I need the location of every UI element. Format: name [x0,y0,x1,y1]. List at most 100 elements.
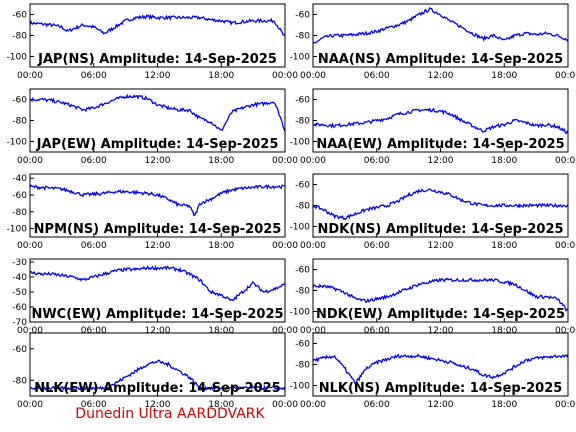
x-tick-label-3-3: 18:00 [491,156,517,166]
x-tick-label-6-0: 00:00 [17,326,43,336]
series-line-5 [313,188,568,221]
x-tick-label-5-4: 00:00 [555,241,576,251]
y-tick-label-5-2: -100 [290,223,311,233]
x-tick-label-2-2: 12:00 [145,156,171,166]
x-tick-label-6-1: 06:00 [81,326,107,336]
x-tick-label-7-2: 12:00 [428,326,454,336]
y-tick-label-5-0: -60 [295,181,310,191]
y-tick-label-3-0: -60 [295,96,310,106]
y-tick-label-8-0: -60 [12,345,27,355]
y-tick-label-6-2: -50 [12,288,27,298]
x-tick-label-1-0: 00:00 [300,71,326,81]
x-tick-label-1-3: 18:00 [491,71,517,81]
y-tick-label-7-1: -80 [295,287,310,297]
y-tick-label-3-2: -100 [290,138,311,148]
y-tick-label-5-1: -80 [295,202,310,212]
y-tick-label-0-0: -60 [12,11,27,21]
panel-title-2: JAP(EW) Amplitude: 14-Sep-2025 [36,137,279,152]
x-tick-label-3-4: 00:00 [555,156,576,166]
y-tick-label-1-0: -60 [295,11,310,21]
y-tick-label-2-1: -80 [12,117,27,127]
y-tick-label-2-0: -60 [12,96,27,106]
x-tick-label-0-3: 18:00 [208,71,234,81]
x-tick-label-0-2: 12:00 [145,71,171,81]
panel-title-8: NLK(EW) Amplitude: 14-Sep-2025 [34,381,281,396]
x-tick-label-3-2: 12:00 [428,156,454,166]
x-tick-label-4-3: 18:00 [208,241,234,251]
panel-title-1: NAA(NS) Amplitude: 14-Sep-2025 [318,52,563,67]
x-tick-label-7-1: 06:00 [364,326,390,336]
panel-title-7: NDK(EW) Amplitude: 14-Sep-2025 [316,307,565,322]
panel-title-9: NLK(NS) Amplitude: 14-Sep-2025 [319,381,563,396]
x-tick-label-9-4: 00:00 [555,400,576,410]
panel-title-6: NWC(EW) Amplitude: 14-Sep-2025 [31,307,283,322]
y-tick-label-4-3: -100 [7,225,28,235]
y-tick-label-7-2: -100 [290,308,311,318]
x-tick-label-3-1: 06:00 [364,156,390,166]
series-line-3 [313,107,568,135]
y-tick-label-3-1: -80 [295,117,310,127]
footer-label: Dunedin Ultra AARDDVARK [75,406,265,422]
x-tick-label-4-1: 06:00 [81,241,107,251]
x-tick-label-0-4: 00:00 [272,71,298,81]
x-tick-label-3-0: 00:00 [300,156,326,166]
x-tick-label-2-1: 06:00 [81,156,107,166]
series-line-0 [30,13,285,37]
x-tick-label-8-0: 00:00 [17,400,43,410]
x-tick-label-6-3: 18:00 [208,326,234,336]
series-line-2 [30,93,285,132]
x-tick-label-7-4: 00:00 [555,326,576,336]
y-tick-label-4-0: -40 [12,174,27,184]
y-tick-label-6-0: -30 [12,258,27,268]
x-tick-label-1-4: 00:00 [555,71,576,81]
y-tick-label-9-1: -80 [295,361,310,371]
x-tick-label-8-3: 18:00 [208,400,234,410]
x-tick-label-9-0: 00:00 [300,400,326,410]
x-tick-label-1-1: 06:00 [364,71,390,81]
x-tick-label-6-2: 12:00 [145,326,171,336]
y-tick-label-9-0: -60 [295,340,310,350]
x-tick-label-4-0: 00:00 [17,241,43,251]
x-tick-label-6-4: 00:00 [272,326,298,336]
x-tick-label-1-2: 12:00 [428,71,454,81]
x-tick-label-5-2: 12:00 [428,241,454,251]
x-tick-label-0-0: 00:00 [17,71,43,81]
y-tick-label-4-1: -60 [12,191,27,201]
x-tick-label-2-3: 18:00 [208,156,234,166]
y-tick-label-4-2: -80 [12,208,27,218]
x-tick-label-5-3: 18:00 [491,241,517,251]
series-line-4 [30,184,285,216]
x-tick-label-8-1: 06:00 [81,400,107,410]
x-tick-label-9-1: 06:00 [364,400,390,410]
x-tick-label-5-1: 06:00 [364,241,390,251]
series-line-7 [313,277,568,312]
x-tick-label-8-4: 00:00 [272,400,298,410]
y-tick-label-6-3: -60 [12,303,27,313]
x-tick-label-9-2: 12:00 [428,400,454,410]
series-line-8 [30,359,285,392]
y-tick-label-9-2: -100 [290,382,311,392]
x-tick-label-0-1: 06:00 [81,71,107,81]
y-tick-label-0-2: -100 [7,53,28,63]
x-tick-label-8-2: 12:00 [145,400,171,410]
series-line-1 [313,6,568,44]
x-tick-label-7-3: 18:00 [491,326,517,336]
x-tick-label-9-3: 18:00 [491,400,517,410]
y-tick-label-0-1: -80 [12,32,27,42]
series-line-6 [30,264,285,302]
y-tick-label-6-1: -40 [12,273,27,283]
y-tick-label-7-0: -60 [295,266,310,276]
y-tick-label-2-2: -100 [7,138,28,148]
x-tick-label-4-4: 00:00 [272,241,298,251]
x-tick-label-2-0: 00:00 [17,156,43,166]
y-tick-label-6-4: -70 [12,318,27,328]
y-tick-label-1-1: -80 [295,32,310,42]
x-tick-label-7-0: 00:00 [300,326,326,336]
panel-title-4: NPM(NS) Amplitude: 14-Sep-2025 [34,222,282,237]
panel-title-3: NAA(EW) Amplitude: 14-Sep-2025 [316,137,564,152]
y-tick-label-8-1: -80 [12,376,27,386]
panel-title-5: NDK(NS) Amplitude: 14-Sep-2025 [317,222,563,237]
x-tick-label-2-4: 00:00 [272,156,298,166]
x-tick-label-4-2: 12:00 [145,241,171,251]
